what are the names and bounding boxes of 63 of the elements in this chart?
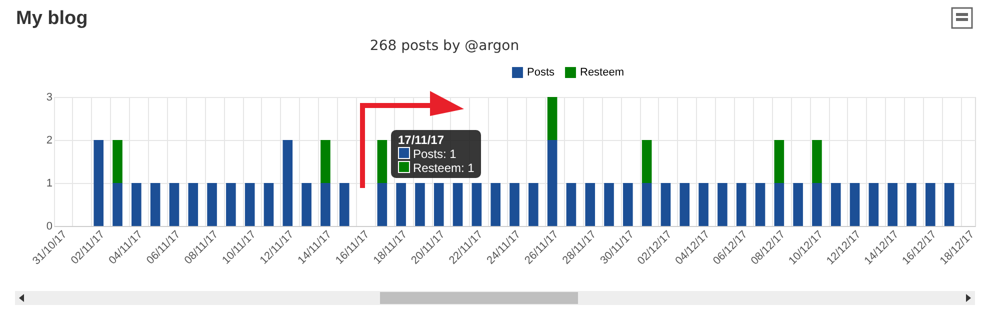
bar — [547, 140, 558, 226]
bar — [188, 183, 198, 226]
y-tick-label: 2 — [46, 134, 52, 146]
bar — [888, 183, 898, 226]
bar — [812, 140, 822, 183]
bar — [774, 140, 784, 183]
bar — [868, 183, 879, 226]
bar — [642, 183, 652, 226]
bar — [698, 183, 708, 226]
bar — [944, 183, 954, 226]
bar — [169, 183, 180, 226]
y-tick-label: 3 — [46, 92, 52, 104]
bar — [264, 183, 274, 226]
bar — [830, 183, 841, 226]
bar — [680, 183, 690, 226]
bar — [490, 183, 500, 226]
annotation: Posts: 1 — [412, 147, 458, 161]
annotation: 17/11/17 — [398, 133, 446, 147]
bar — [396, 183, 406, 226]
bar — [112, 140, 122, 183]
bar — [774, 183, 784, 226]
legend-label: Posts — [527, 66, 556, 79]
bar — [377, 183, 388, 226]
bar — [718, 183, 728, 226]
bar — [434, 183, 444, 226]
y-tick-label: 1 — [46, 178, 52, 190]
bar — [510, 183, 520, 226]
chart-subtitle: 268 posts by @argon — [370, 38, 520, 54]
bar — [906, 183, 916, 226]
bar — [528, 183, 538, 226]
bar — [339, 183, 350, 226]
bar — [736, 183, 746, 226]
bar — [623, 183, 633, 226]
bar — [94, 140, 104, 226]
bar — [207, 183, 217, 226]
annotation: Resteem: 1 — [412, 161, 474, 175]
bar — [755, 183, 766, 226]
bar — [302, 183, 312, 226]
bar — [377, 140, 388, 183]
bar — [925, 183, 936, 226]
bar — [282, 140, 293, 226]
bar — [226, 183, 236, 226]
bar — [472, 183, 482, 226]
legend-label: Resteem — [580, 66, 624, 79]
bar — [660, 183, 671, 226]
bar — [566, 183, 576, 226]
chart-title: My blog — [16, 8, 88, 30]
bar — [150, 183, 160, 226]
bar — [112, 183, 122, 226]
bar — [547, 97, 558, 140]
bar — [320, 183, 330, 226]
y-tick-label: 0 — [46, 220, 52, 232]
bar — [604, 183, 614, 226]
bar — [585, 183, 596, 226]
bar — [320, 140, 330, 183]
bar — [415, 183, 425, 226]
bar — [132, 183, 142, 226]
bar — [850, 183, 860, 226]
bar — [793, 183, 803, 226]
bar — [642, 140, 652, 183]
bar — [244, 183, 255, 226]
bar — [812, 183, 822, 226]
bar — [452, 183, 463, 226]
